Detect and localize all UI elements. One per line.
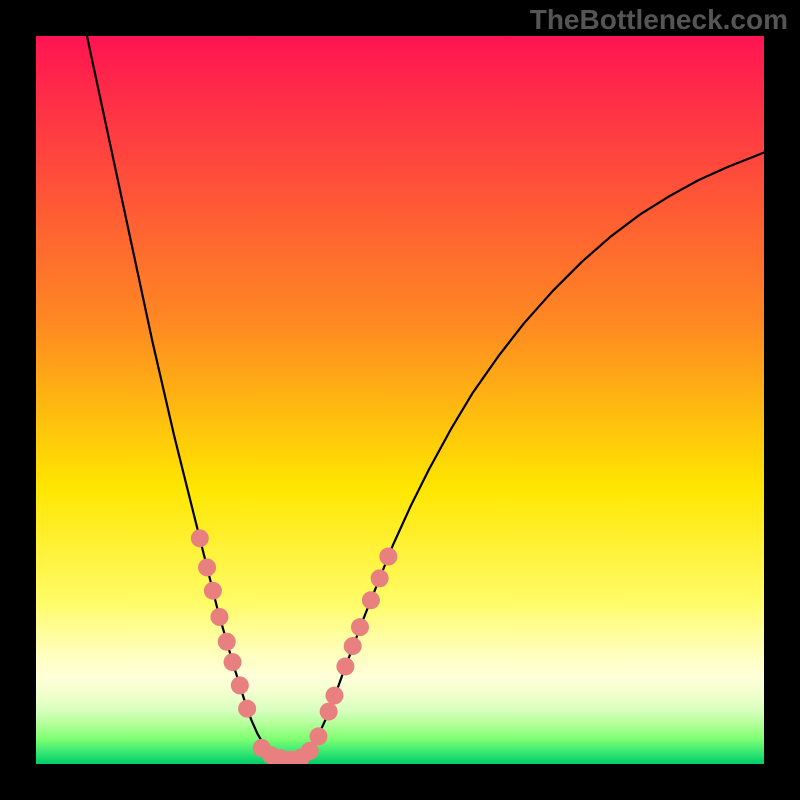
marker-point [204,582,222,600]
marker-point [218,633,236,651]
outer-frame: TheBottleneck.com [0,0,800,800]
gradient-background [36,36,764,764]
marker-point [344,637,362,655]
marker-point [362,591,380,609]
watermark-text: TheBottleneck.com [530,4,788,36]
marker-point [371,569,389,587]
marker-point [210,608,228,626]
plot-area [36,36,764,764]
bottleneck-chart [36,36,764,764]
marker-point [238,700,256,718]
marker-point [231,676,249,694]
marker-point [309,727,327,745]
marker-point [224,653,242,671]
marker-point [336,657,354,675]
marker-point [198,558,216,576]
marker-point [191,529,209,547]
marker-point [379,548,397,566]
marker-point [325,687,343,705]
marker-point [351,618,369,636]
marker-point [320,703,338,721]
